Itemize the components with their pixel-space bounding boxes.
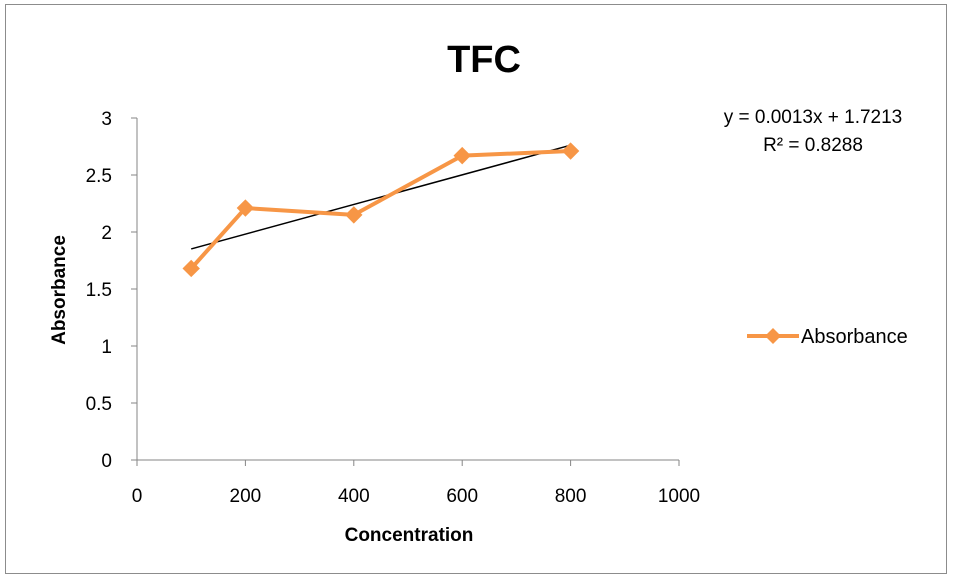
trendline	[191, 144, 571, 250]
x-axis: 0 200 400 600 800 1000	[132, 459, 700, 507]
y-tick-label: 1	[101, 337, 112, 358]
y-axis-label: Absorbance	[49, 235, 70, 345]
y-tick-label: 2.5	[86, 166, 112, 187]
y-tick-label: 0.5	[86, 394, 112, 415]
x-tick-label: 400	[338, 486, 370, 507]
y-tick-label: 1.5	[86, 280, 112, 301]
x-tick-label: 1000	[658, 486, 700, 507]
x-tick-label: 600	[446, 486, 478, 507]
legend-label: Absorbance	[801, 326, 908, 348]
y-tick-label: 3	[101, 109, 112, 130]
series-absorbance	[182, 142, 580, 278]
data-point	[561, 142, 580, 160]
data-point	[182, 259, 200, 278]
trendline-line	[191, 144, 571, 250]
y-axis: 0 0.5 1 1.5 2 2.5 3	[86, 109, 138, 472]
chart-title: TFC	[447, 39, 521, 81]
data-point	[236, 199, 255, 217]
x-tick-label: 800	[555, 486, 587, 507]
trendline-equation: y = 0.0013x + 1.7213	[724, 107, 903, 128]
legend: Absorbance	[747, 326, 908, 348]
data-point	[345, 206, 363, 224]
x-axis-label: Concentration	[345, 525, 474, 546]
data-point	[453, 146, 471, 165]
legend-marker	[765, 328, 781, 344]
y-tick-label: 2	[101, 223, 112, 244]
trendline-r-squared: R² = 0.8288	[763, 135, 863, 156]
x-tick-label: 200	[230, 486, 262, 507]
x-tick-label: 0	[132, 486, 143, 507]
y-tick-label: 0	[101, 451, 112, 472]
chart-area	[5, 4, 947, 574]
